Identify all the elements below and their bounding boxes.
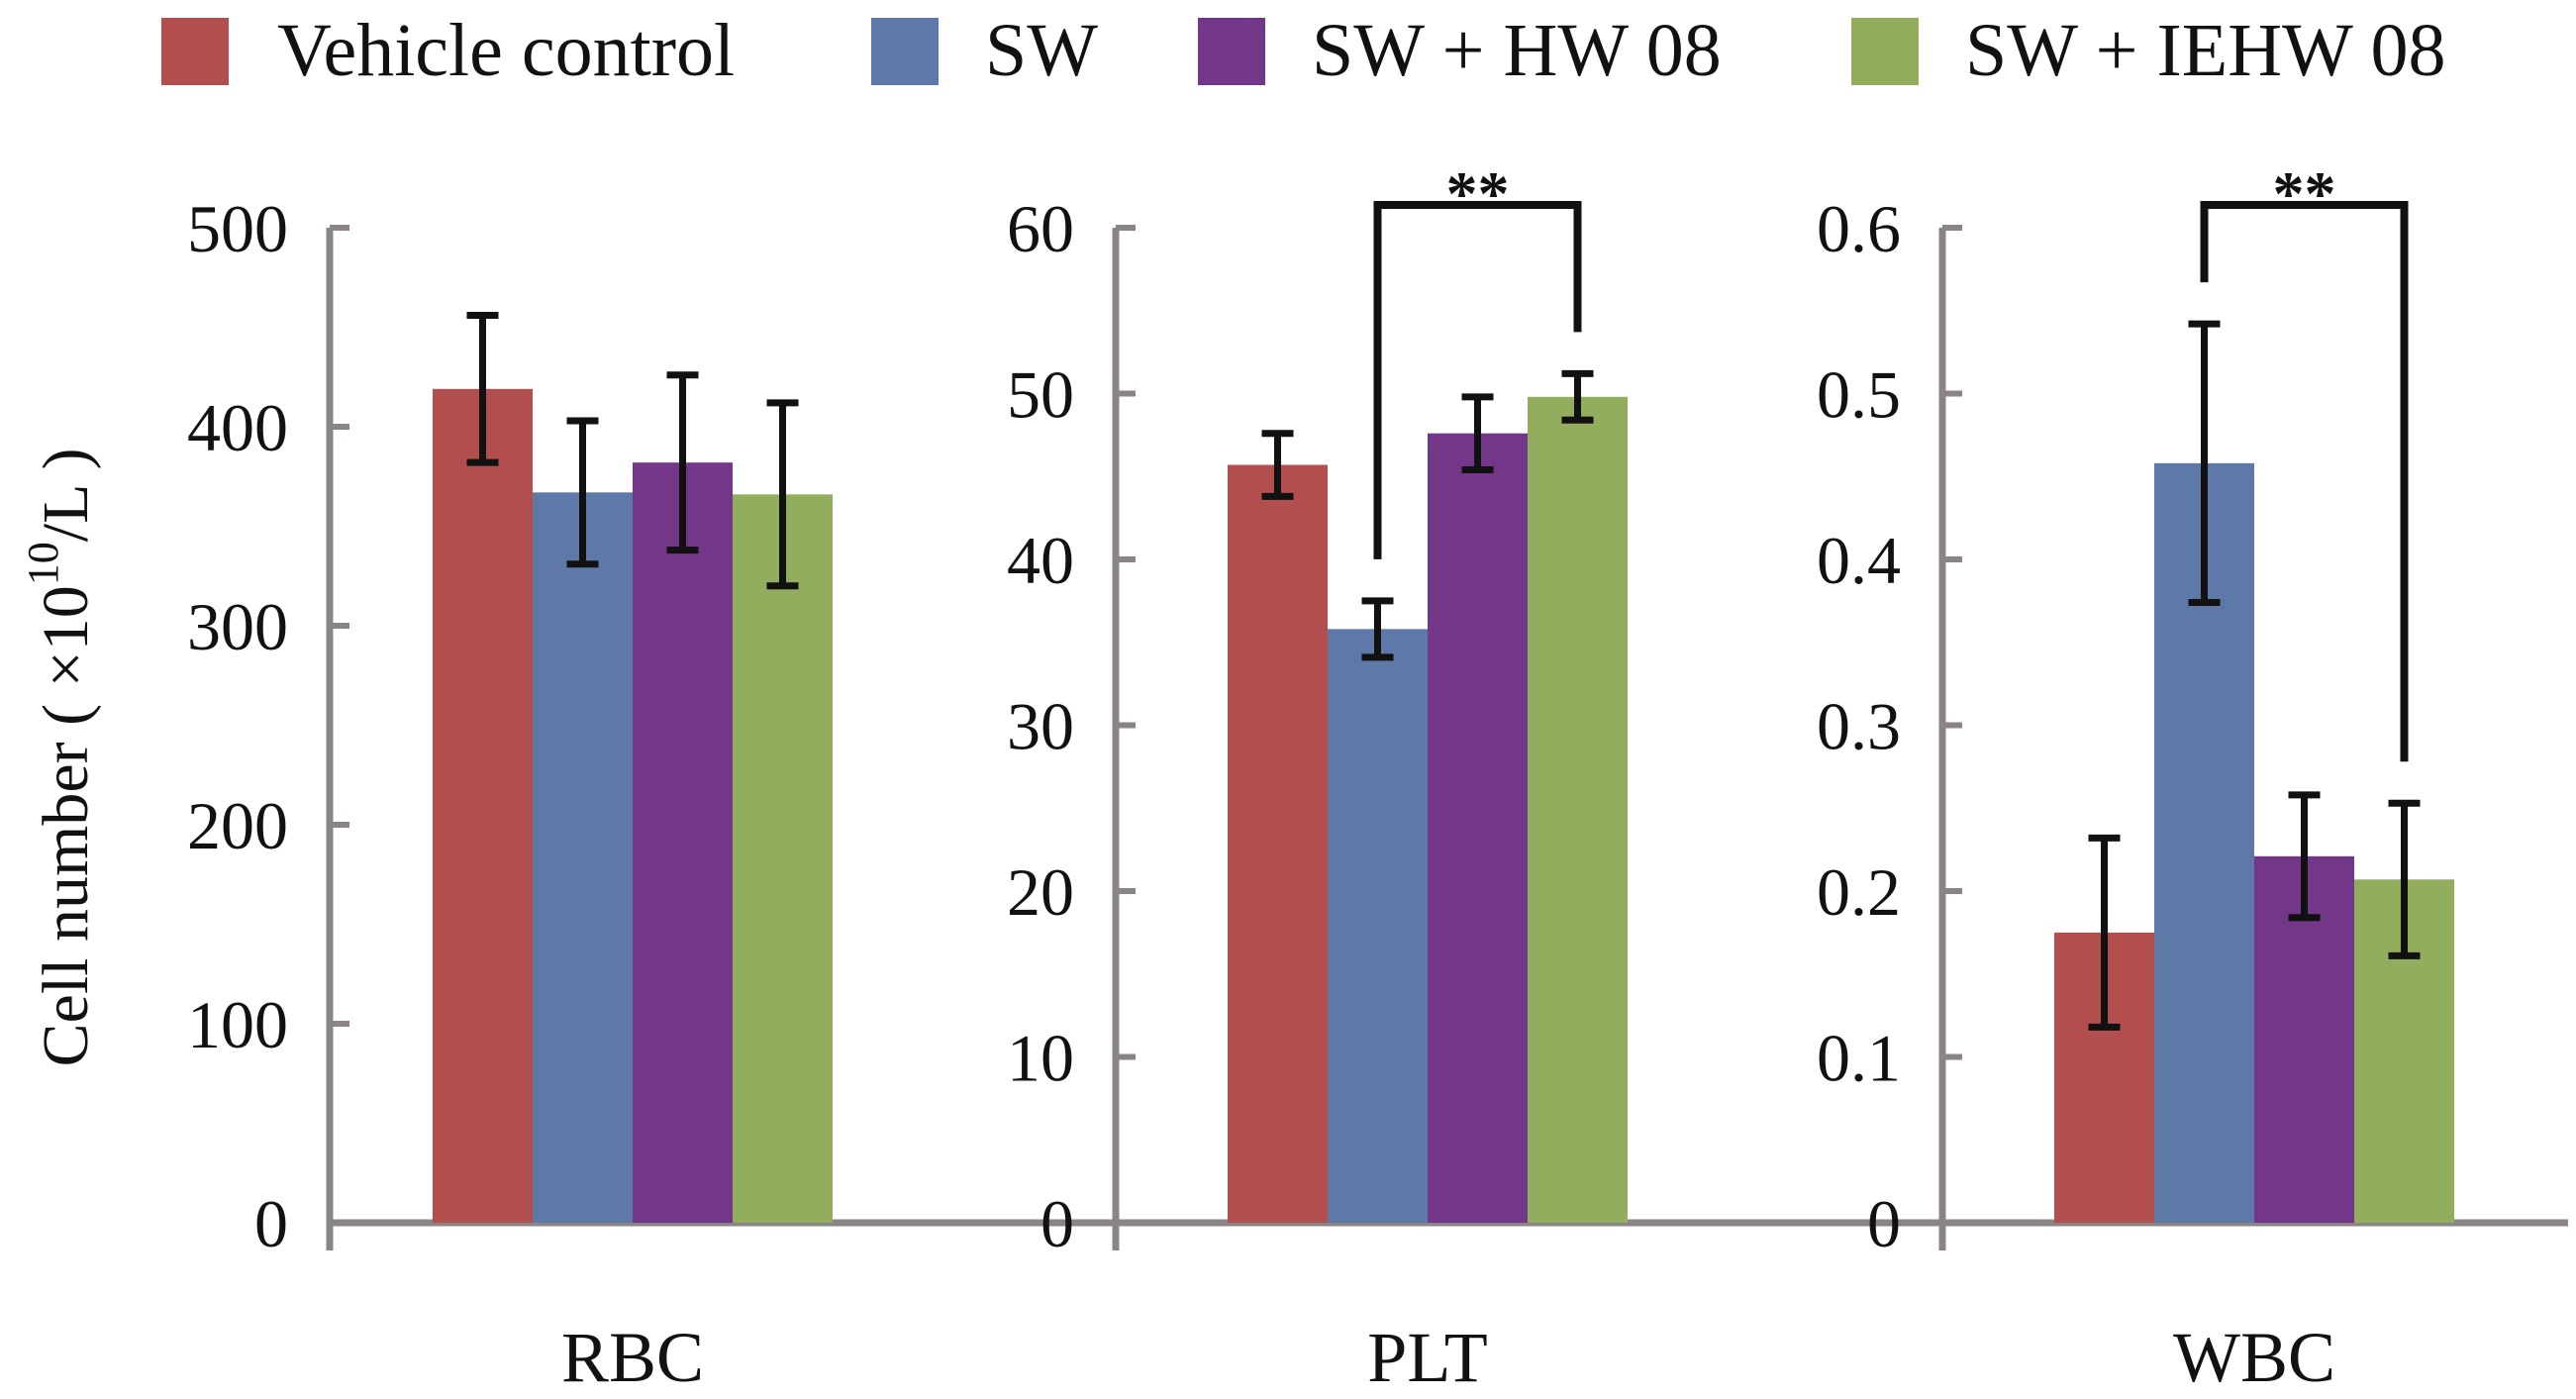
x-category-label: WBC bbox=[2173, 1318, 2335, 1397]
y-tick-label: 0.6 bbox=[1817, 191, 1901, 266]
x-category-label: RBC bbox=[561, 1318, 704, 1397]
bar bbox=[1328, 629, 1428, 1223]
legend-label: SW bbox=[985, 9, 1098, 92]
legend-label: SW + IEHW 08 bbox=[1965, 9, 2445, 92]
legend: Vehicle control SW SW + HW 08 SW + IEHW 08 bbox=[161, 9, 2445, 92]
error-bar bbox=[466, 311, 499, 466]
significance-label: ** bbox=[1446, 158, 1510, 229]
y-tick-label: 0 bbox=[1040, 1186, 1074, 1261]
bar bbox=[1528, 396, 1628, 1224]
error-bar bbox=[1461, 393, 1494, 474]
y-tick-label: 30 bbox=[1007, 689, 1074, 764]
significance-bracket: ** bbox=[1373, 158, 1582, 559]
error-bar bbox=[2388, 799, 2421, 959]
panel-wbc: 0 0.1 0.2 0.3 0.4 0.5 0.6 ** WBC bbox=[1817, 158, 2454, 1397]
y-tick-label: 60 bbox=[1007, 191, 1074, 266]
legend-swatch bbox=[1851, 18, 1919, 85]
bar bbox=[1428, 433, 1528, 1223]
y-tick-label: 0 bbox=[1867, 1186, 1901, 1261]
y-tick-label: 0.5 bbox=[1817, 357, 1901, 433]
legend-label: Vehicle control bbox=[277, 9, 735, 92]
y-tick-label: 400 bbox=[187, 390, 288, 465]
legend-swatch bbox=[871, 18, 939, 85]
y-tick-label: 0.3 bbox=[1817, 689, 1901, 764]
panel-rbc: 0 100 200 300 400 500 RBC bbox=[187, 191, 833, 1397]
error-bar bbox=[2188, 320, 2221, 607]
y-tick-label: 0.4 bbox=[1817, 523, 1901, 598]
y-tick-label: 0.1 bbox=[1817, 1021, 1901, 1096]
significance-bracket: ** bbox=[2200, 158, 2409, 762]
error-bar bbox=[666, 371, 699, 554]
chart-panels: 0 100 200 300 400 500 RBC 0 10 20 30 40 50 60 ** PLT 0 0.… bbox=[187, 158, 2568, 1397]
bar bbox=[433, 388, 533, 1223]
error-bar bbox=[1361, 597, 1394, 661]
error-bar bbox=[2088, 834, 2121, 1031]
y-tick-label: 0.2 bbox=[1817, 854, 1901, 930]
error-bar bbox=[1261, 430, 1294, 500]
y-tick-label: 300 bbox=[187, 589, 288, 664]
bar bbox=[1228, 464, 1328, 1223]
y-tick-label: 20 bbox=[1007, 854, 1074, 930]
y-tick-label: 40 bbox=[1007, 523, 1074, 598]
y-tick-label: 500 bbox=[187, 191, 288, 266]
legend-swatch bbox=[161, 18, 229, 85]
legend-swatch bbox=[1198, 18, 1265, 85]
y-tick-label: 200 bbox=[187, 788, 288, 863]
bar bbox=[633, 462, 733, 1223]
significance-label: ** bbox=[2273, 158, 2336, 229]
y-tick-label: 50 bbox=[1007, 357, 1074, 433]
error-bar bbox=[1561, 369, 1594, 424]
legend-label: SW + HW 08 bbox=[1312, 9, 1722, 92]
error-bar bbox=[566, 417, 599, 568]
x-category-label: PLT bbox=[1367, 1318, 1487, 1397]
error-bar bbox=[766, 399, 799, 590]
y-tick-label: 100 bbox=[187, 987, 288, 1062]
y-axis-label: Cell number ( ×1010/L ) bbox=[19, 449, 102, 1067]
y-tick-label: 10 bbox=[1007, 1021, 1074, 1096]
bar bbox=[733, 494, 833, 1224]
y-tick-label: 0 bbox=[254, 1186, 288, 1261]
error-bar bbox=[2288, 791, 2321, 922]
bar bbox=[533, 492, 633, 1224]
panel-plt: 0 10 20 30 40 50 60 ** PLT bbox=[1007, 158, 1628, 1397]
